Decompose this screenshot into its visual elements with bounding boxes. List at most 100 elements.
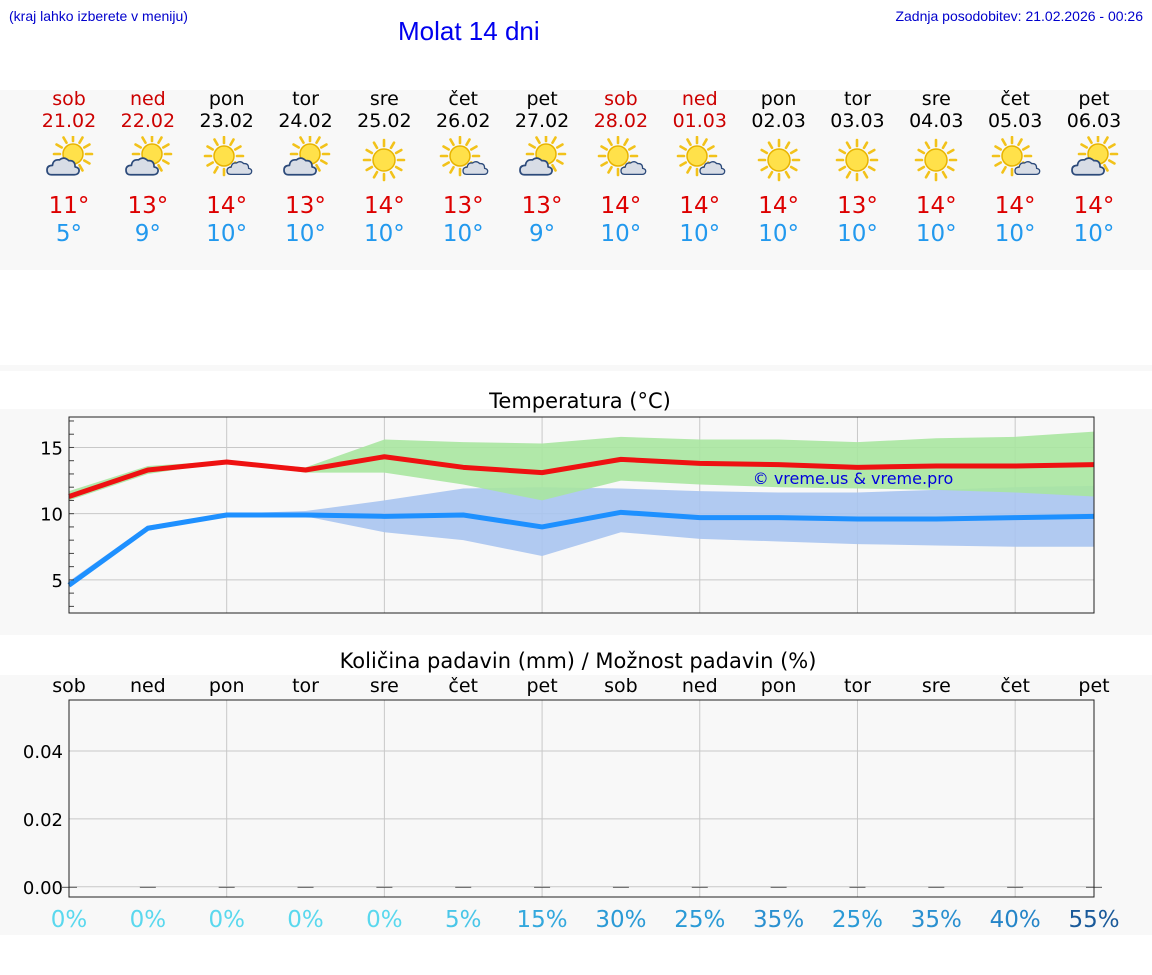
max-temperature: 13° [285, 193, 326, 219]
min-temperature-point [620, 511, 622, 513]
day-date: 25.02 [357, 110, 412, 132]
day-name: ned [129, 88, 166, 110]
temperature-tick-label: 15 [40, 438, 63, 459]
min-temperature-range-band [69, 485, 1094, 588]
min-temperature-point [778, 517, 780, 519]
day-name: sob [604, 88, 638, 110]
precipitation-bar [928, 886, 945, 888]
sun-small-cloud-icon [676, 136, 726, 177]
max-temperature: 13° [521, 193, 563, 219]
forecast-day: pon 23.02 14° 10° [187, 88, 267, 248]
day-date: 24.02 [278, 110, 333, 132]
forecast-day: pon 02.03 14° 10° [739, 88, 819, 248]
precipitation-bar [770, 886, 787, 888]
min-temperature: 10° [285, 221, 326, 247]
max-temperature-point [856, 466, 858, 468]
sun-cloud-icon [519, 136, 567, 176]
precipitation-probability-label: 0% [287, 907, 324, 933]
max-temperature-point [541, 472, 543, 474]
day-name: pon [208, 88, 245, 110]
min-temperature-point [1014, 517, 1016, 519]
precipitation-probability-label: 0% [208, 907, 245, 933]
max-temperature-point [383, 456, 385, 458]
temperature-tick-label: 5 [52, 571, 63, 592]
min-temperature: 10° [1073, 221, 1115, 247]
precipitation-day-label: sob [52, 675, 86, 697]
max-temperature: 14° [679, 193, 721, 219]
precipitation-tick-label: 0.04 [23, 742, 63, 763]
last-updated: Zadnja posodobitev: 21.02.2026 - 00:26 [895, 8, 1143, 24]
sun-icon [836, 138, 879, 182]
day-date: 28.02 [593, 110, 649, 132]
precipitation-probability-label: 0% [51, 907, 88, 933]
max-temperature-point [226, 461, 228, 463]
precipitation-day-label: tor [292, 675, 319, 697]
forecast-day: sre 04.03 14° 10° [896, 88, 976, 248]
day-name: sob [52, 88, 86, 110]
min-temperature-point [147, 527, 149, 529]
min-temperature: 10° [363, 221, 405, 247]
max-temperature: 14° [758, 193, 799, 219]
day-date: 22.02 [120, 110, 176, 132]
precipitation-probability-label: 0% [130, 907, 167, 933]
min-temperature: 10° [915, 221, 957, 247]
precipitation-plot-frame [68, 699, 1095, 898]
precipitation-day-label: pon [209, 675, 245, 697]
precipitation-bar [218, 886, 235, 888]
max-temperature-point [778, 464, 780, 466]
max-temperature: 13° [127, 193, 169, 219]
sun-small-cloud-icon [203, 136, 253, 177]
forecast-day: sob 28.02 14° 10° [581, 88, 661, 248]
sun-icon [363, 138, 406, 182]
sun-cloud-icon [124, 136, 173, 176]
min-temperature-point [935, 518, 937, 520]
day-name: ned [681, 88, 718, 110]
precipitation-bar [612, 886, 629, 888]
min-temperature: 9° [528, 221, 556, 247]
day-name: pon [760, 88, 797, 110]
precipitation-probability-label: 35% [911, 907, 962, 933]
forecast-band-separator [0, 365, 1152, 371]
min-temperature-point [383, 515, 385, 517]
min-temperature: 10° [837, 221, 878, 247]
day-name: sre [921, 88, 951, 110]
max-temperature: 14° [915, 193, 957, 219]
sun-small-cloud-icon [991, 136, 1041, 177]
max-temperature-point [462, 466, 464, 468]
forecast-day: ned 22.02 13° 9° [108, 88, 188, 248]
precipitation-probability-label: 15% [517, 907, 568, 933]
precipitation-day-label: ned [130, 675, 166, 697]
precipitation-bar [139, 886, 156, 888]
day-date: 21.02 [41, 110, 97, 132]
day-name: tor [844, 88, 871, 110]
precipitation-bar [455, 886, 472, 888]
max-temperature-point [305, 469, 307, 471]
forecast-day: sob 21.02 11° 5° [29, 88, 109, 248]
forecast-day: sre 25.02 14° 10° [344, 88, 424, 248]
max-temperature: 13° [442, 193, 484, 219]
day-name: sre [369, 88, 399, 110]
precipitation-day-label: sre [370, 675, 399, 697]
min-temperature-point [226, 514, 228, 516]
max-temperature-point [1014, 465, 1016, 467]
precipitation-bar [1007, 886, 1024, 888]
max-temperature: 11° [48, 193, 90, 219]
day-name: pet [1078, 88, 1110, 110]
forecast-day: tor 24.02 13° 10° [266, 88, 346, 248]
day-date: 03.03 [830, 110, 885, 132]
precipitation-probability-label: 5% [445, 907, 482, 933]
max-temperature-point [620, 458, 622, 460]
precipitation-bar [691, 886, 708, 888]
max-temperature-point [699, 462, 701, 464]
forecast-day: čet 05.03 14° 10° [975, 88, 1055, 248]
sun-cloud-icon [282, 136, 330, 176]
min-temperature-point [699, 517, 701, 519]
max-temperature: 13° [837, 193, 878, 219]
min-temperature: 10° [758, 221, 799, 247]
precipitation-bar [849, 886, 866, 888]
day-name: čet [1000, 88, 1030, 110]
precipitation-chart-title: Količina padavin (mm) / Možnost padavin … [340, 649, 817, 673]
min-temperature: 10° [442, 221, 484, 247]
temperature-chart: Temperatura (°C) 5 10 15 © vreme.us & vrem… [40, 389, 1095, 614]
page-title: Molat 14 dni [398, 16, 540, 46]
